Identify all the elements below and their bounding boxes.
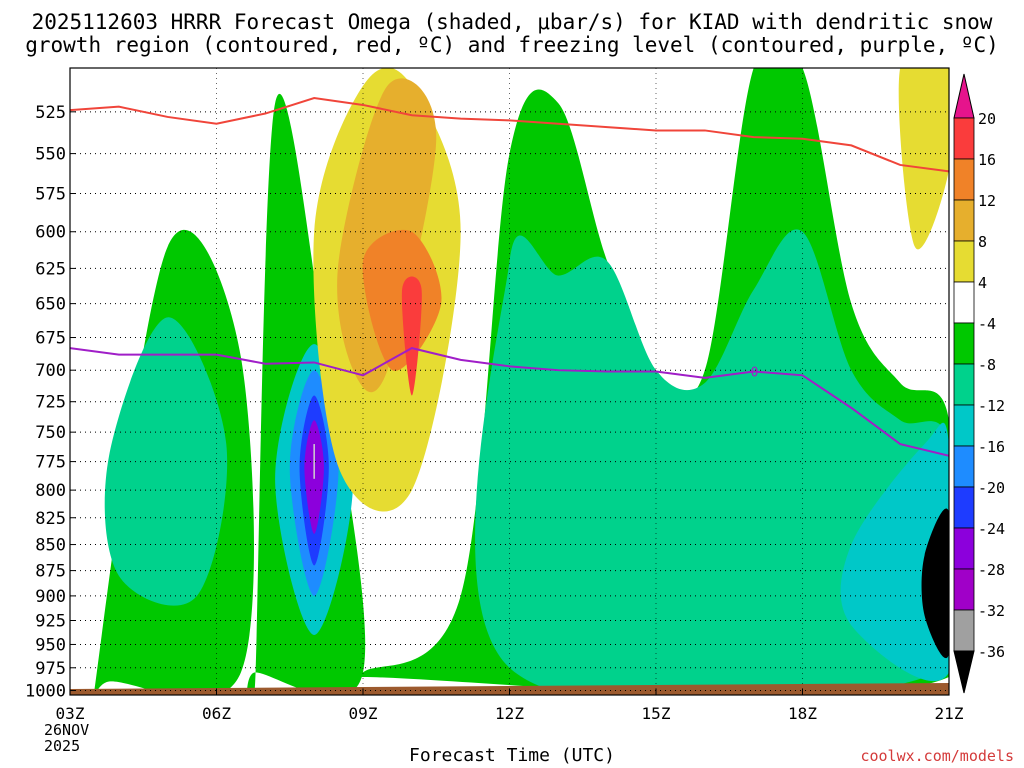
y-tick-label-900: 900 [35,587,66,607]
colorbar-label-13: -36 [978,643,1005,661]
colorbar-swatch-6 [953,363,975,406]
chart-title-line-1: 2025112603 HRRR Forecast Omega (shaded, … [31,10,993,34]
y-tick-label-675: 675 [35,329,66,349]
x-tick-label-09Z: 09Z [349,704,378,723]
y-tick-label-700: 700 [35,361,66,381]
omega-region-teal-4 [475,229,949,695]
y-tick-label-750: 750 [35,423,66,443]
colorbar-swatch-7 [953,404,975,447]
omega-region-red-14 [401,276,422,396]
omega-region-yellow-15 [898,68,949,250]
colorbar-label-4: 4 [978,274,987,292]
freezing-level-line [70,347,949,457]
x-tick-label-06Z: 06Z [202,704,231,723]
y-tick-label-600: 600 [35,223,66,243]
colorbar-label-10: -24 [978,520,1005,538]
colorbar-label-7: -12 [978,397,1005,415]
y-tick-label-850: 850 [35,536,66,556]
x-tick-label-15Z: 15Z [642,704,671,723]
colorbar-label-1: 16 [978,151,996,169]
colorbar-label-8: -16 [978,438,1005,456]
colorbar-bottom-arrow [953,650,975,694]
colorbar-swatch-12 [953,609,975,652]
chart-title-line-2: growth region (contoured, red, ºC) and f… [25,33,999,57]
colorbar-label-12: -32 [978,602,1005,620]
colorbar-label-2: 12 [978,192,996,210]
colorbar-label-9: -20 [978,479,1005,497]
colorbar-swatch-0 [953,117,975,160]
colorbar-top-arrow [953,73,975,119]
colorbar-label-11: -28 [978,561,1005,579]
colorbar-label-6: -8 [978,356,996,374]
x-tick-label-21Z: 21Z [935,704,964,723]
y-tick-label-800: 800 [35,481,66,501]
colorbar-swatch-8 [953,445,975,488]
freezing-level-label: 0 [751,365,759,380]
y-tick-label-525: 525 [35,103,66,123]
y-tick-label-625: 625 [35,259,66,279]
x-tick-label-12Z: 12Z [495,704,524,723]
colorbar-label-5: -4 [978,315,996,333]
y-tick-label-550: 550 [35,145,66,165]
y-tick-label-575: 575 [35,185,66,205]
colorbar-swatch-1 [953,158,975,201]
colorbar-swatch-5 [953,322,975,365]
x-tick-label-18Z: 18Z [788,704,817,723]
y-tick-label-775: 775 [35,453,66,473]
x-tick-label-03Z: 03Z [56,704,85,723]
y-tick-label-725: 725 [35,393,66,413]
credit-text: coolwx.com/models [860,747,1014,765]
omega-region-cyan-6 [840,422,949,682]
colorbar-label-0: 20 [978,110,996,128]
y-tick-label-925: 925 [35,612,66,632]
y-tick-label-650: 650 [35,295,66,315]
y-tick-label-975: 975 [35,659,66,679]
date-label-year: 2025 [44,737,81,755]
colorbar-swatch-2 [953,199,975,242]
colorbar-swatch-4 [953,281,975,324]
colorbar-swatch-9 [953,486,975,529]
y-tick-label-950: 950 [35,635,66,655]
dgz-contour-line [70,97,949,173]
omega-region-black-10 [921,508,949,658]
date-label-day: 26NOV [44,721,90,739]
y-tick-label-1000: 1000 [25,682,66,702]
colorbar-label-3: 8 [978,233,987,251]
x-axis-label: Forecast Time (UTC) [409,745,615,766]
y-tick-label-875: 875 [35,562,66,582]
colorbar-swatch-3 [953,240,975,283]
colorbar-swatch-11 [953,568,975,611]
y-tick-label-825: 825 [35,509,66,529]
colorbar-swatch-10 [953,527,975,570]
